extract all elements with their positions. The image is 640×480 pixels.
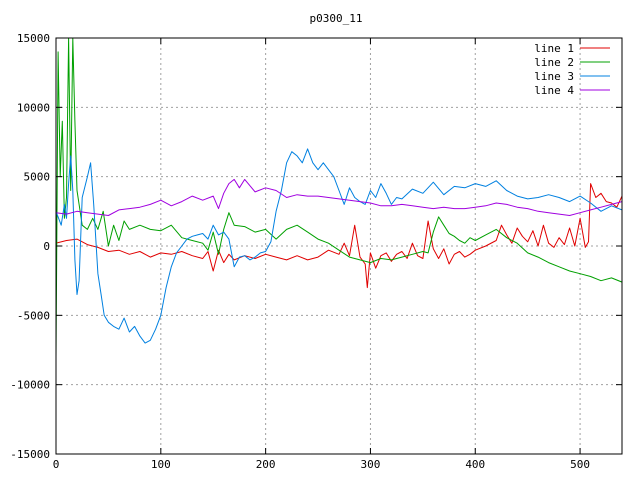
- y-tick-label: 15000: [17, 32, 50, 45]
- series-line-1: [56, 183, 622, 289]
- series-line-3: [56, 148, 622, 344]
- y-tick-label: -15000: [10, 448, 50, 461]
- y-tick-label: -5000: [17, 309, 50, 322]
- chart-title: p0300_11: [310, 12, 363, 25]
- series-line-2: [56, 38, 622, 357]
- x-tick-label: 300: [361, 458, 381, 471]
- plot-frame: [55, 37, 623, 455]
- legend-label-4: line 4: [534, 84, 574, 97]
- x-tick-label: 100: [151, 458, 171, 471]
- series-line-4: [56, 178, 622, 216]
- legend-label-3: line 3: [534, 70, 574, 83]
- legend-label-1: line 1: [534, 42, 574, 55]
- y-tick-label: 5000: [24, 171, 51, 184]
- grid-layer: [56, 38, 622, 454]
- y-tick-label: -10000: [10, 379, 50, 392]
- y-tick-label: 0: [43, 240, 50, 253]
- x-tick-label: 200: [256, 458, 276, 471]
- series-layer: [56, 38, 622, 357]
- axes-layer: [55, 37, 623, 455]
- y-tick-label: 10000: [17, 101, 50, 114]
- x-tick-label: 400: [465, 458, 485, 471]
- x-tick-label: 500: [570, 458, 590, 471]
- legend-label-2: line 2: [534, 56, 574, 69]
- x-tick-label: 0: [53, 458, 60, 471]
- tick-layer: 0 100 200 300 400 500 -15000 -10000 -5000 0 5000 10…: [10, 32, 590, 471]
